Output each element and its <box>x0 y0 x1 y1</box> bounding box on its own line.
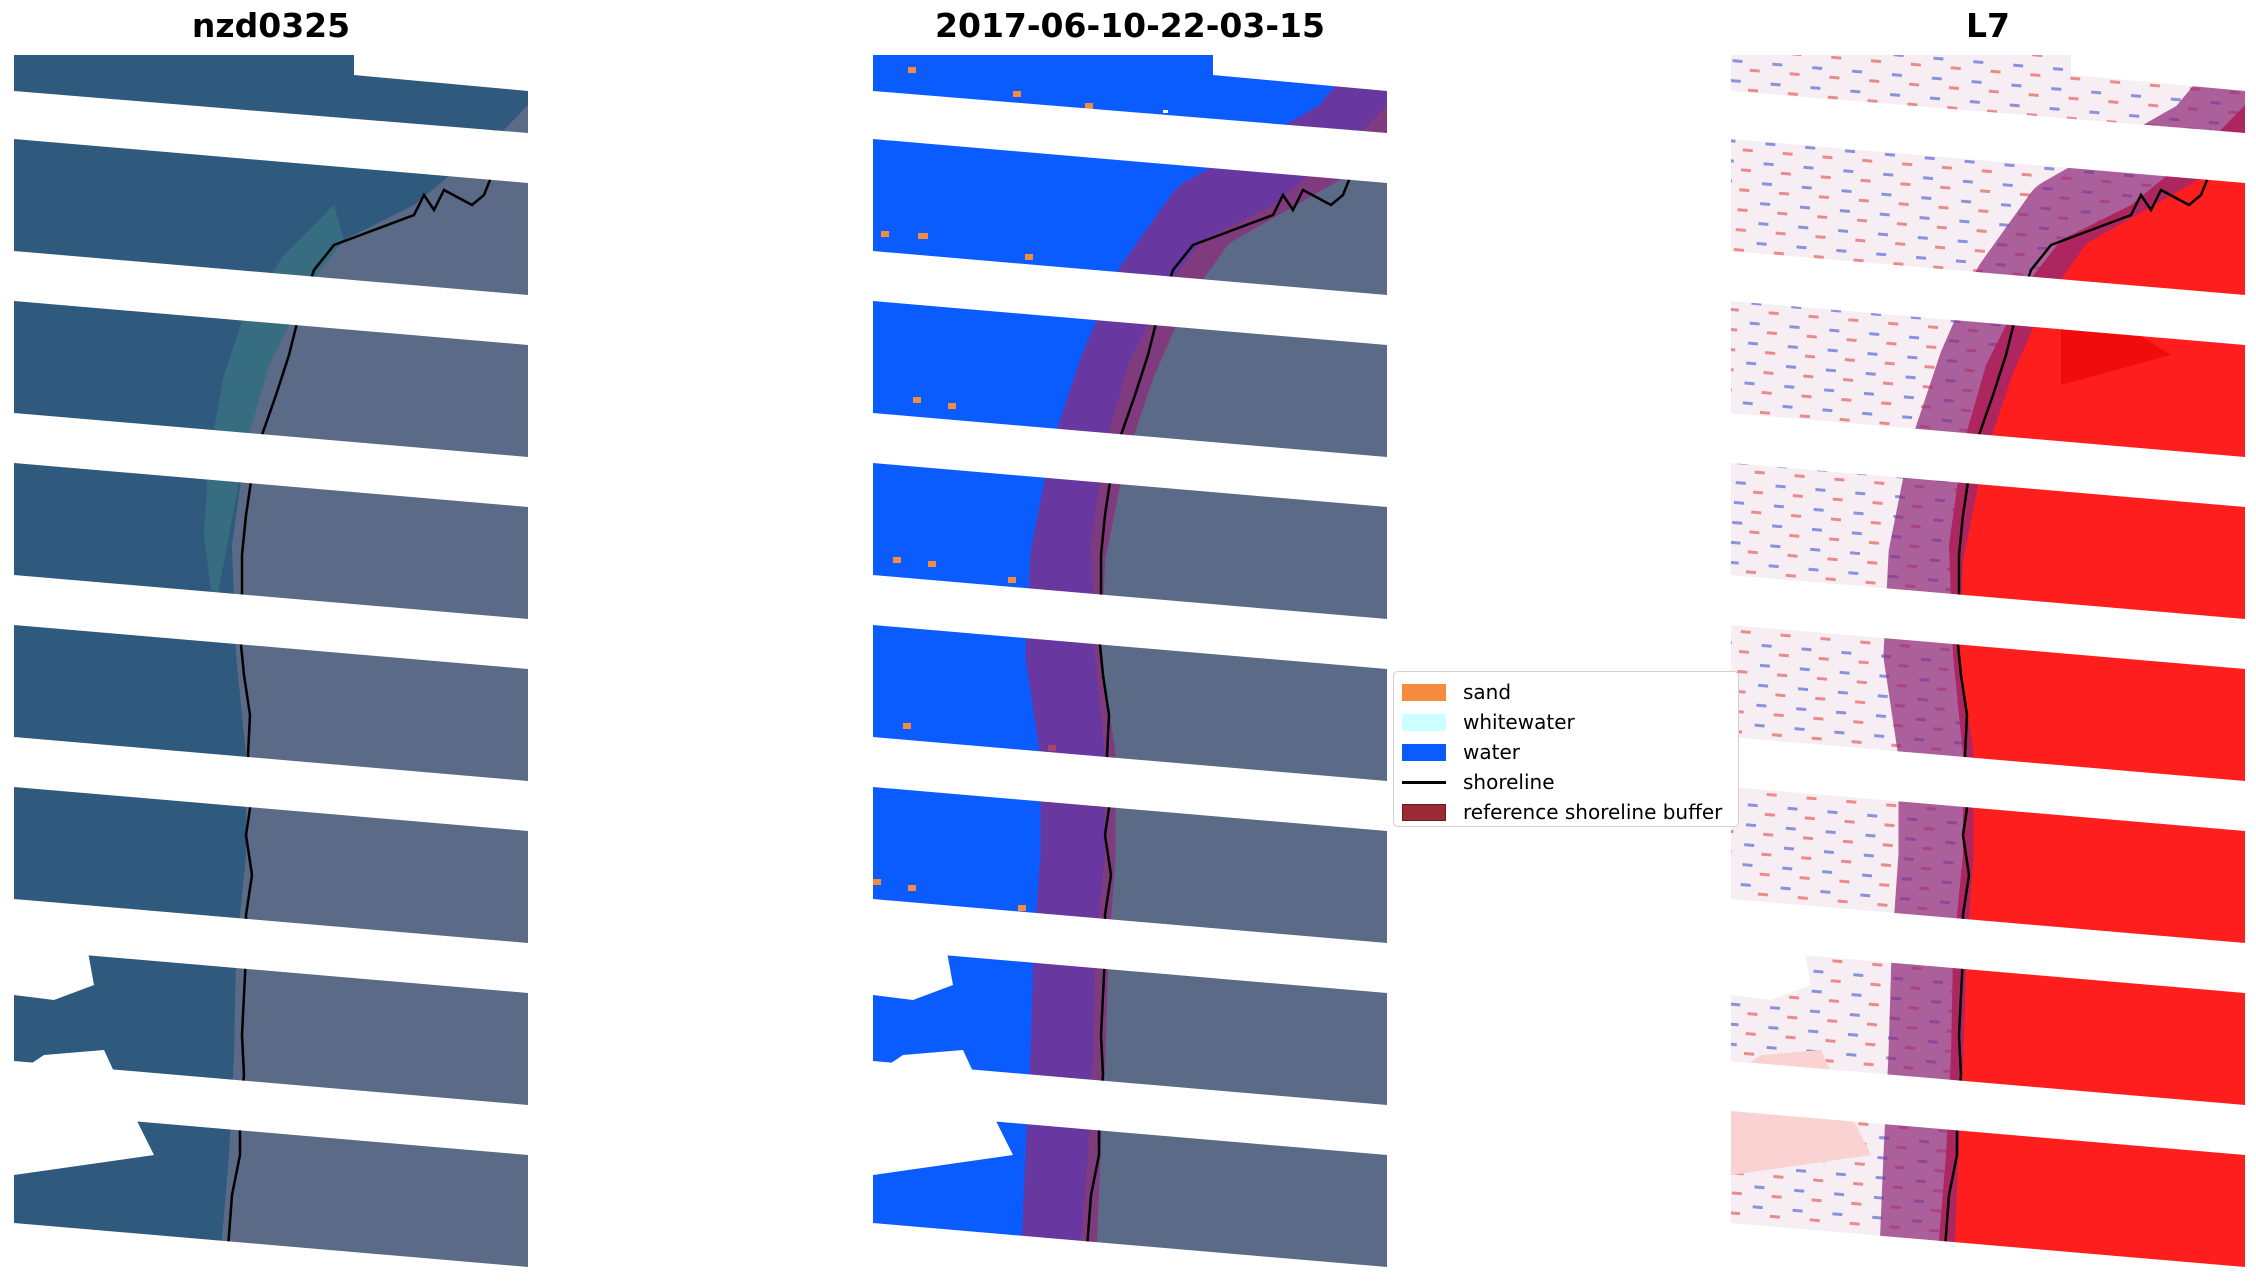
index-image-panel <box>1731 55 2245 1275</box>
shoreline <box>1083 129 1355 1275</box>
reference-shoreline-buffer <box>1020 67 1387 1275</box>
panel-title-classified: 2017-06-10-22-03-15 <box>935 6 1325 45</box>
legend-swatch-sand <box>1402 683 1446 701</box>
legend-label-sand: sand <box>1463 680 1512 704</box>
scan-gaps <box>873 91 1387 1275</box>
legend-item-shoreline: shoreline <box>1402 769 1555 795</box>
classified-image-panel <box>873 55 1387 1275</box>
legend-item-sand: sand <box>1402 679 1511 705</box>
legend-label-whitewater: whitewater <box>1463 710 1575 734</box>
legend-swatch-water <box>1402 743 1446 761</box>
legend: sand whitewater water shoreline referenc… <box>1393 671 1739 827</box>
shoreline <box>224 129 496 1275</box>
legend-swatch-whitewater <box>1402 713 1446 731</box>
legend-item-whitewater: whitewater <box>1402 709 1575 735</box>
panel-title-index: L7 <box>1966 6 2010 45</box>
rgb-image-panel <box>14 55 528 1275</box>
panel-title-rgb: nzd0325 <box>191 6 351 45</box>
legend-label-shoreline: shoreline <box>1463 770 1555 794</box>
legend-label-buffer: reference shoreline buffer <box>1463 800 1723 824</box>
legend-label-water: water <box>1463 740 1520 764</box>
legend-swatch-buffer <box>1402 803 1446 821</box>
shoreline <box>1941 129 2213 1275</box>
reference-shoreline-buffer <box>1878 67 2245 1275</box>
scan-gaps <box>14 91 528 1275</box>
legend-item-buffer: reference shoreline buffer <box>1402 799 1722 825</box>
legend-swatch-shoreline <box>1402 780 1446 784</box>
legend-item-water: water <box>1402 739 1520 765</box>
scan-gaps <box>1731 91 2245 1275</box>
